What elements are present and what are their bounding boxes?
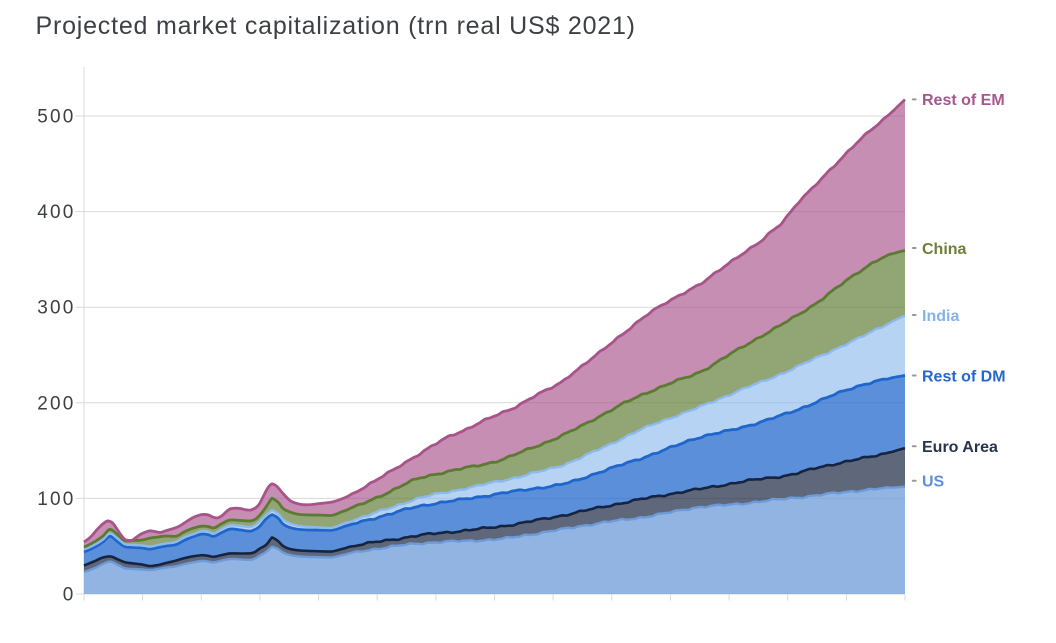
svg-text:400: 400	[37, 202, 75, 223]
svg-text:100: 100	[37, 489, 75, 510]
svg-text:300: 300	[37, 298, 75, 319]
svg-text:Rest of DM: Rest of DM	[922, 368, 1006, 385]
svg-text:500: 500	[37, 107, 75, 128]
svg-text:China: China	[922, 241, 967, 258]
svg-text:US: US	[922, 474, 945, 491]
svg-text:0: 0	[63, 585, 76, 606]
svg-text:India: India	[922, 308, 959, 325]
svg-text:200: 200	[37, 393, 75, 414]
svg-text:Euro Area: Euro Area	[922, 439, 998, 456]
svg-text:Rest of EM: Rest of EM	[922, 92, 1005, 109]
